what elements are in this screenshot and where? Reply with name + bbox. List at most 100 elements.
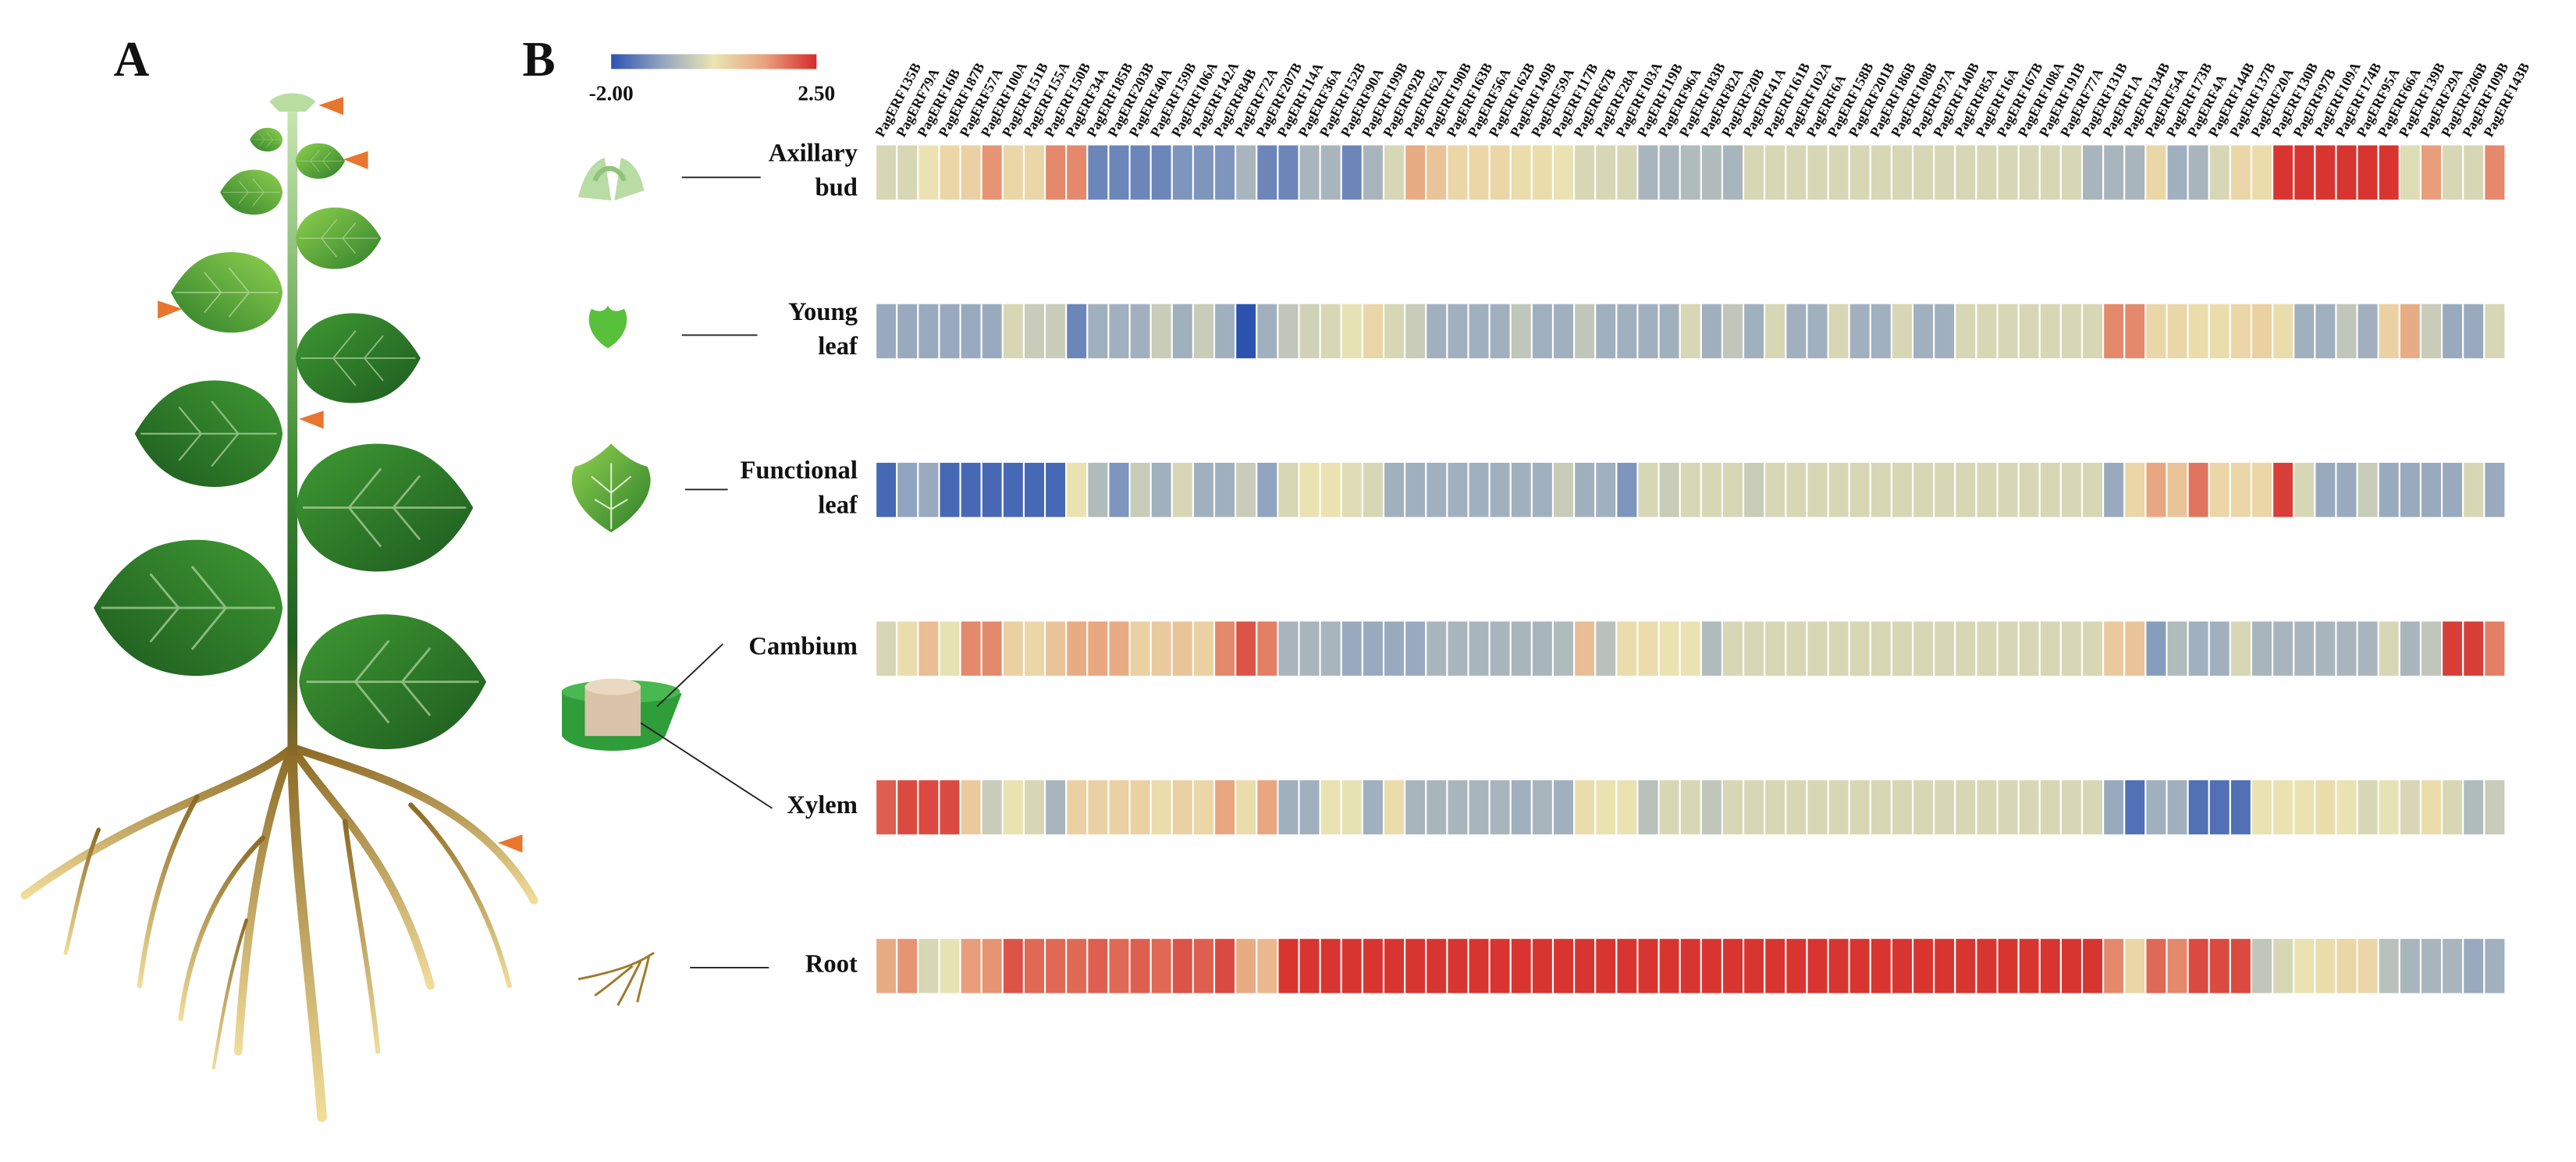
heatmap-cell [1530, 460, 1554, 519]
heatmap-cell [1256, 302, 1279, 361]
illustration-shape [588, 305, 627, 349]
heatmap-cell [2250, 460, 2274, 519]
heatmap-cell [1954, 937, 1977, 995]
heatmap-cell [980, 620, 1004, 677]
heatmap-cell [1933, 620, 1956, 677]
heatmap-cell [1743, 620, 1766, 677]
heatmap-cell [1806, 302, 1829, 361]
heatmap-cell [1213, 620, 1237, 677]
heatmap-cell [1509, 302, 1533, 361]
illustration-shape [299, 613, 487, 751]
heatmap-cell [1721, 302, 1745, 361]
heatmap-cell [2293, 937, 2316, 995]
heatmap-cell [2314, 620, 2337, 677]
heatmap-cell [1764, 620, 1787, 677]
heatmap-cell [1277, 302, 1300, 361]
heatmap-cell [1235, 620, 1258, 677]
heatmap-cell [1954, 460, 1977, 519]
row-label: leaf [818, 491, 858, 519]
heatmap-cell [2462, 144, 2485, 201]
heatmap-cell [1192, 144, 1216, 201]
heatmap-cell [1488, 144, 1512, 201]
heatmap-cell [1721, 937, 1745, 995]
heatmap-cell [1594, 144, 1618, 201]
illustration-shape [594, 965, 634, 997]
heatmap-cell [896, 778, 919, 837]
heatmap-cell [980, 778, 1004, 837]
heatmap-cell [2377, 778, 2400, 837]
heatmap-cell [2398, 778, 2422, 837]
heatmap-cell [1488, 778, 1512, 837]
heatmap-cell [1022, 460, 1046, 519]
heatmap-cell [959, 778, 982, 837]
heatmap-cell [1446, 460, 1469, 519]
heatmap-cell [1488, 620, 1512, 677]
heatmap-cell [1001, 460, 1025, 519]
heatmap-cell [2229, 620, 2253, 677]
heatmap-cell [1700, 460, 1724, 519]
heatmap-cell [1149, 937, 1173, 995]
heatmap-cell [1806, 144, 1829, 201]
heatmap-cell [2462, 302, 2485, 361]
heatmap-cell [2483, 302, 2507, 361]
heatmap-cell [1446, 778, 1469, 837]
heatmap-cell [1996, 144, 2020, 201]
illustration-shape [178, 835, 266, 1022]
separators [640, 176, 773, 968]
panel-label: A [114, 32, 150, 87]
heatmap-cell [2187, 778, 2210, 837]
heatmap-cell [2080, 778, 2105, 837]
heatmap-cell [980, 937, 1004, 995]
heatmap-cell [1996, 460, 2020, 519]
heatmap-cell [1573, 937, 1597, 995]
heatmap-cell [1065, 144, 1089, 201]
heatmap-cell [1573, 302, 1597, 361]
illustration-shape [63, 827, 101, 955]
heatmap-cell [1467, 620, 1491, 677]
illustration-shape [299, 410, 324, 429]
heatmap-cell [2166, 937, 2189, 995]
heatmap-cell [2335, 302, 2358, 361]
heatmap-cell [1890, 778, 1914, 837]
heatmap-cell [2335, 620, 2358, 677]
heatmap-cell [1171, 460, 1194, 519]
heatmap-cell [1615, 460, 1639, 519]
heatmap-cell [1171, 778, 1194, 837]
heatmap-cell [1149, 302, 1173, 361]
heatmap-cell [1340, 620, 1363, 677]
row-label: Root [805, 950, 858, 978]
heatmap-cell [1594, 778, 1618, 837]
heatmap-cell [2144, 144, 2168, 201]
heatmap-cell [1573, 144, 1597, 201]
heatmap-cell [1721, 144, 1745, 201]
heatmap-cell [1107, 937, 1131, 995]
panel-label: B [522, 32, 555, 87]
illustration-shape [408, 802, 512, 989]
heatmap-cell [1743, 778, 1766, 837]
heatmap-cell [2377, 302, 2400, 361]
heatmap-cell [938, 778, 961, 837]
heatmap-cell [959, 460, 982, 519]
heatmap-cell [2038, 460, 2062, 519]
heatmap-cell [1615, 144, 1639, 201]
heatmap-cell [1658, 620, 1681, 677]
heatmap-cell [1382, 620, 1406, 677]
heatmap-cell [1192, 778, 1216, 837]
heatmap-cell [1467, 460, 1491, 519]
heatmap-cell [2462, 937, 2485, 995]
heatmap-cell [1171, 620, 1194, 677]
heatmap-cell [938, 302, 961, 361]
heatmap-cell [1192, 302, 1216, 361]
heatmap-cell [1171, 144, 1194, 201]
heatmap-cell [1827, 302, 1850, 361]
heatmap-cell [1806, 620, 1829, 677]
heatmap-cell [2250, 937, 2274, 995]
heatmap-cell [875, 778, 898, 837]
heatmap-cell [2144, 778, 2168, 837]
heatmap-cell [1785, 620, 1808, 677]
heatmap-cell [917, 460, 940, 519]
heatmap-cell [1933, 937, 1956, 995]
heatmap-cell [1869, 778, 1892, 837]
heatmap-cell [1933, 144, 1956, 201]
